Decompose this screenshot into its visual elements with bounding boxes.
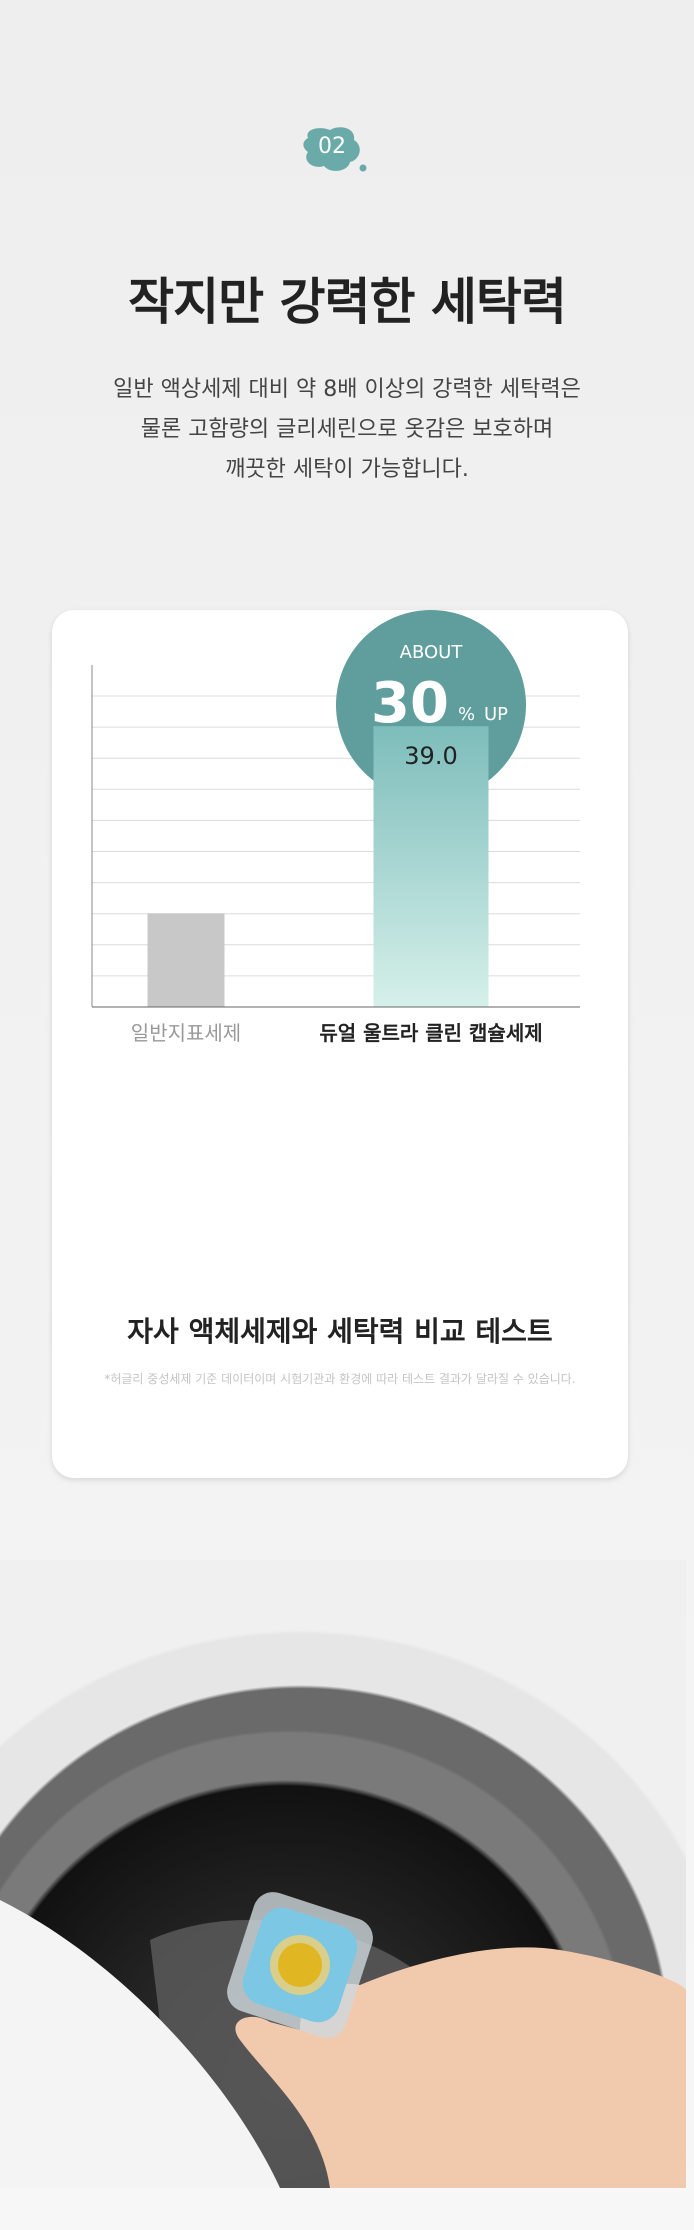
photo-foreground bbox=[0, 1892, 686, 2188]
capsule-icon bbox=[227, 1892, 373, 2038]
section-number-badge bbox=[303, 127, 367, 172]
dot-icon bbox=[359, 164, 367, 172]
description: 일반 액상세제 대비 약 8배 이상의 강력한 세탁력은 물론 고함량의 글리세… bbox=[0, 370, 694, 490]
description-line: 일반 액상세제 대비 약 8배 이상의 강력한 세탁력은 bbox=[113, 377, 581, 402]
chart-title: 자사 액체세제와 세탁력 비교 테스트 bbox=[127, 1315, 553, 1348]
bar-chart: ABOUT 30 % UP 일반지표세제 39.0 듀얼 울트라 클린 캡슐세제 bbox=[91, 610, 580, 1045]
footnote: *허글리 중성세제 기준 데이터이며 시험기관과 환경에 따라 테스트 결과가 … bbox=[104, 1372, 576, 1386]
door-edge bbox=[0, 1900, 280, 2188]
x-tick-label: 일반지표세제 bbox=[131, 1021, 241, 1045]
callout-suffix: UP bbox=[484, 704, 508, 725]
bar-1 bbox=[147, 913, 225, 1007]
data-label: 39.0 bbox=[404, 742, 457, 770]
chart-card bbox=[52, 610, 628, 1478]
callout-about: ABOUT bbox=[400, 642, 464, 663]
callout-number: 30 bbox=[371, 671, 449, 736]
description-line: 물론 고함량의 글리세린으로 옷감은 보호하며 bbox=[140, 417, 554, 442]
page-title: 작지만 강력한 세탁력 bbox=[128, 273, 567, 331]
x-tick-label: 듀얼 울트라 클린 캡슐세제 bbox=[319, 1021, 542, 1045]
section-number: 02 bbox=[318, 134, 346, 159]
description-line: 깨끗한 세탁이 가능합니다. bbox=[225, 457, 469, 482]
blob-shape-icon bbox=[303, 127, 360, 171]
callout-unit: % bbox=[458, 704, 475, 725]
hand-holding-capsule-washing-machine-photo bbox=[0, 1560, 686, 2188]
bar-2 bbox=[373, 726, 489, 1007]
